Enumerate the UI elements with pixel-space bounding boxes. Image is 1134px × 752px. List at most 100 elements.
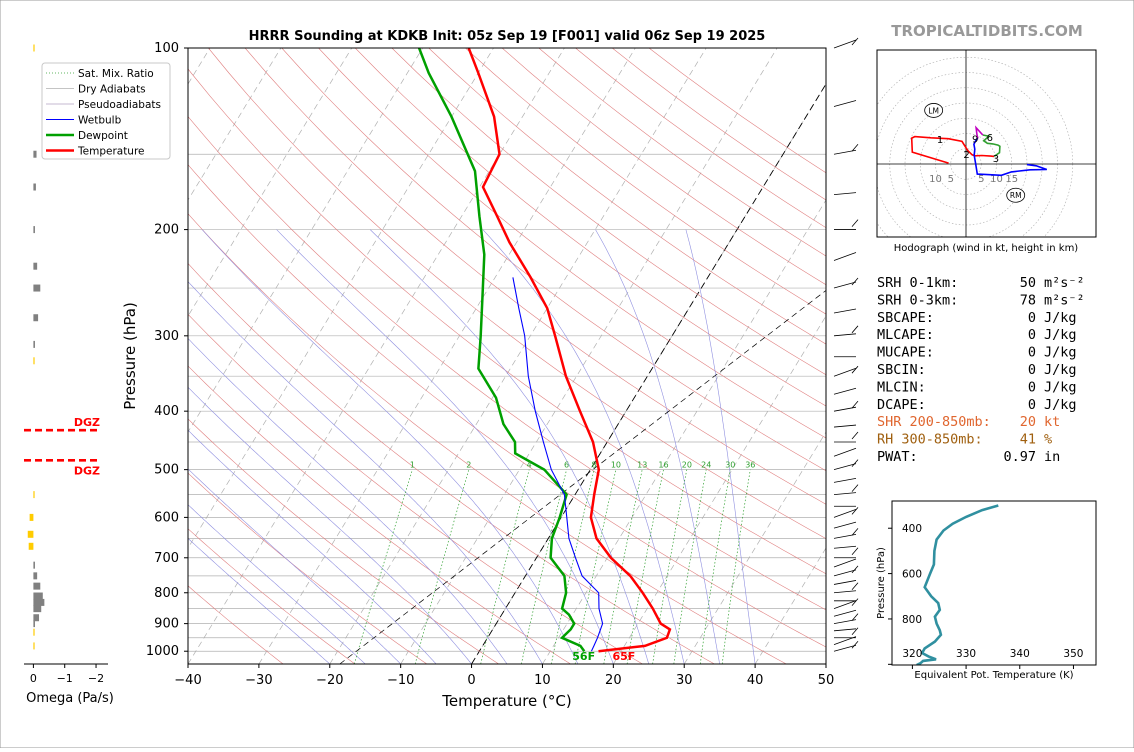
y-tick-label: 1000 [146,644,179,659]
hodograph-height-label: 2 [963,150,969,161]
index-name: DCAPE: [877,397,926,413]
legend-entry: Dry Adiabats [78,84,146,96]
omega-bar [33,599,44,606]
x-tick-label: 40 [747,673,764,688]
index-value: 78 [1020,292,1036,308]
omega-bar [33,562,35,569]
omega-x-tick-label: 0 [30,672,37,685]
brand-watermark: TROPICALTIDBITS.COM [891,22,1083,40]
omega-bar [33,151,36,158]
y-tick-label: 400 [154,404,179,419]
theta-e-x-tick-label: 330 [956,648,976,660]
hodograph-height-label: 1 [937,135,943,146]
y-tick-label: 100 [154,41,179,56]
index-name: SRH 0-1km: [877,275,958,291]
y-tick-label: 700 [154,551,179,566]
omega-bar [33,620,35,627]
index-value: 50 [1020,275,1036,291]
index-unit: kt [1044,414,1060,430]
dgz-label: DGZ [74,464,100,477]
mixing-ratio-label: 1 [410,461,415,470]
legend-entry: Dewpoint [78,130,128,142]
omega-bar [33,629,34,636]
legend-entry: Sat. Mix. Ratio [78,68,154,80]
mixing-ratio-label: 30 [725,461,735,470]
hodograph-height-label: 6 [987,133,993,144]
omega-bar [33,642,34,649]
omega-bar [33,491,34,498]
y-axis-label: Pressure (hPa) [121,302,139,410]
omega-bar [30,514,34,521]
index-value: 0 [1028,379,1036,395]
theta-e-y-tick-label: 800 [902,614,922,626]
x-axis-label: Temperature (°C) [441,692,571,710]
x-tick-label: 50 [818,673,835,688]
index-row: RH 300-850mb:41% [877,432,1052,448]
omega-axis-label: Omega (Pa/s) [26,691,114,706]
mixing-ratio-label: 4 [527,461,532,470]
omega-bar [33,184,36,191]
hodograph-caption: Hodograph (wind in kt, height in km) [894,243,1079,254]
hodograph-height-label: 3 [993,154,999,165]
omega-bar [33,45,34,52]
x-tick-label: −10 [387,673,414,688]
mixing-ratio-label: 16 [658,461,668,470]
x-tick-label: 0 [467,673,475,688]
y-tick-label: 900 [154,617,179,632]
dgz-label: DGZ [74,416,100,429]
index-unit: J/kg [1044,379,1077,395]
mixing-ratio-label: 36 [745,461,755,470]
index-name: MLCAPE: [877,327,934,343]
index-name: SBCIN: [877,362,926,378]
x-tick-label: −30 [245,673,272,688]
mixing-ratio-label: 13 [637,461,647,470]
mixing-ratio-label: 10 [611,461,621,470]
index-value: 0 [1028,310,1036,326]
x-tick-label: 10 [534,673,551,688]
index-value: 0.97 [1003,449,1036,465]
index-value: 0 [1028,345,1036,361]
omega-bar [33,583,40,590]
mixing-ratio-label: 24 [701,461,711,470]
legend-entry: Temperature [77,146,145,158]
hodograph-ring-label: 15 [1005,174,1018,185]
index-name: SBCAPE: [877,310,934,326]
index-value: 0 [1028,362,1036,378]
omega-bar [33,572,37,579]
mixing-ratio-label: 20 [682,461,692,470]
index-unit: m²s⁻² [1044,292,1085,308]
omega-bar [33,263,37,270]
y-tick-label: 200 [154,223,179,238]
index-name: SRH 0-3km: [877,292,958,308]
omega-bar [29,543,34,550]
index-unit: J/kg [1044,345,1077,361]
chart-title: HRRR Sounding at KDKB Init: 05z Sep 19 [… [249,29,766,44]
hodograph-height-label: 9 [972,134,978,145]
surface-temp-label: 65F [612,650,635,663]
omega-bar [33,357,34,364]
index-name: SHR 200-850mb: [877,414,991,430]
x-tick-label: 30 [676,673,693,688]
index-name: MUCAPE: [877,345,934,361]
omega-bar [33,314,38,321]
omega-bar [33,605,41,612]
y-tick-label: 600 [154,510,179,525]
hodograph-ring-label: 10 [929,174,942,185]
index-unit: % [1044,432,1052,448]
theta-e-y-label: Pressure (hPa) [876,547,887,619]
index-unit: J/kg [1044,327,1077,343]
theta-e-x-tick-label: 320 [902,648,922,660]
index-value: 20 [1020,414,1036,430]
omega-bar [33,593,42,600]
y-tick-label: 300 [154,329,179,344]
index-unit: J/kg [1044,362,1077,378]
mixing-ratio-label: 8 [592,461,597,470]
left-mover-label: LM [928,106,939,115]
index-unit: J/kg [1044,310,1077,326]
theta-e-x-label: Equivalent Pot. Temperature (K) [914,670,1073,681]
index-name: PWAT: [877,449,918,465]
x-tick-label: 20 [605,673,622,688]
legend-entry: Wetbulb [78,115,122,127]
